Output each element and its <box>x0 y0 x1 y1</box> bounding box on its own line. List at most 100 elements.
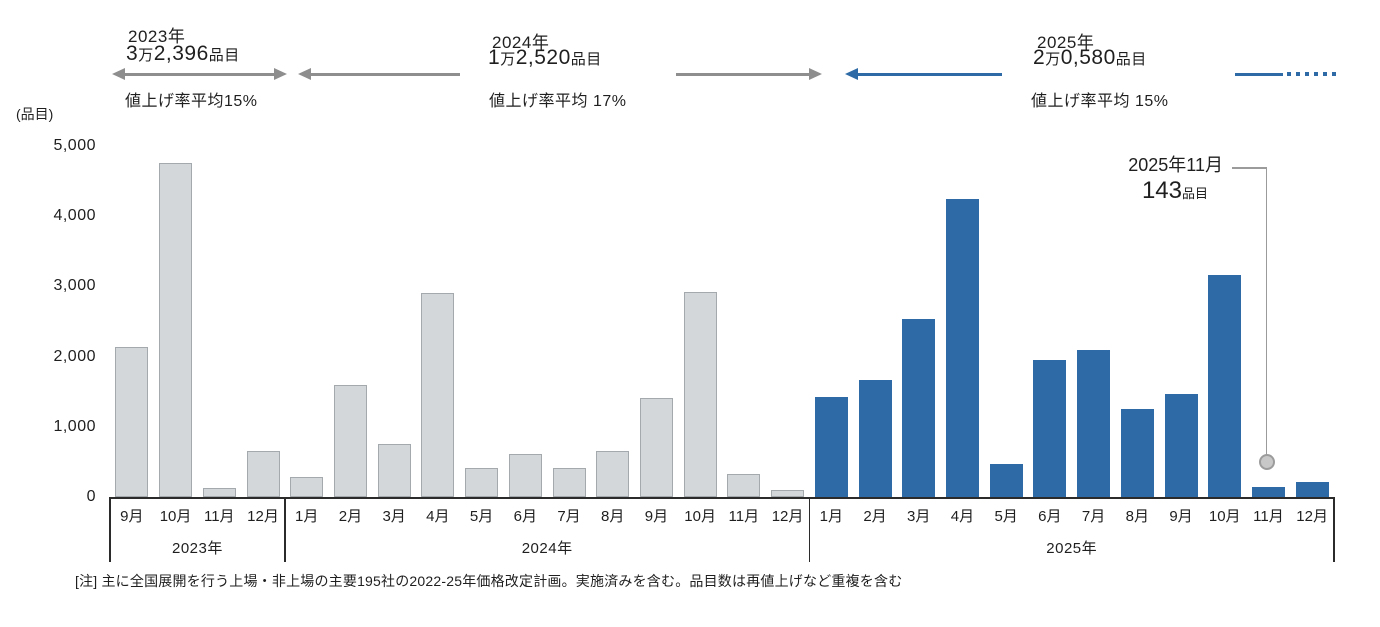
bar-2023年-11月 <box>202 487 236 497</box>
year-divider-line <box>1333 497 1335 562</box>
bar-2025年-12月 <box>1295 482 1329 497</box>
bar-2024年-4月 <box>421 293 455 497</box>
x-tick-month: 11月 <box>203 508 235 525</box>
x-tick-month: 10月 <box>1208 508 1241 525</box>
x-tick-month: 10月 <box>684 508 716 525</box>
x-tick-month: 9月 <box>120 508 144 525</box>
count-number: 3 <box>126 42 139 65</box>
arrow-2025-left-line <box>857 72 1002 76</box>
y-tick-label: 0 <box>86 488 96 505</box>
x-tick-month: 8月 <box>1125 508 1149 525</box>
annotation-2024-year: 2024年 <box>492 33 550 52</box>
x-axis-year-label: 2024年 <box>521 540 573 557</box>
bar-2024年-6月 <box>508 454 542 497</box>
callout-value: 143品目 <box>1142 177 1208 205</box>
x-tick-month: 8月 <box>601 508 625 525</box>
bar-2024年-5月 <box>465 468 499 497</box>
bar-2025年-11月 <box>1251 486 1285 497</box>
x-tick-month: 12月 <box>1296 508 1328 525</box>
arrow-2023-left-head-icon <box>112 68 125 80</box>
count-number: 2 <box>1033 46 1046 69</box>
bar-2025年-4月 <box>945 198 979 497</box>
bar-2025年-3月 <box>902 319 936 497</box>
callout-title: 2025年11月 <box>1128 155 1223 175</box>
callout-point-marker-icon <box>1259 454 1275 470</box>
arrow-2025-tail-solid-line <box>1235 72 1283 76</box>
callout-connector-vertical <box>1265 167 1268 455</box>
callout-connector-horizontal <box>1232 167 1266 169</box>
bar-2024年-9月 <box>639 398 673 497</box>
bar-2025年-1月 <box>814 397 848 497</box>
bar-2025年-10月 <box>1208 275 1242 497</box>
bar-2025年-2月 <box>858 380 892 497</box>
x-tick-month: 11月 <box>728 508 760 525</box>
bar-2024年-7月 <box>552 468 586 497</box>
bar-2025年-8月 <box>1120 408 1154 497</box>
callout-number: 143 <box>1141 177 1182 204</box>
x-tick-month: 9月 <box>644 508 669 525</box>
x-tick-month: 5月 <box>994 508 1018 525</box>
x-axis-line <box>110 497 1334 499</box>
bar-2024年-8月 <box>596 450 630 497</box>
y-tick-label: 3,000 <box>53 277 96 295</box>
annotation-2023-rate: 値上げ率平均15% <box>125 93 258 110</box>
x-tick-month: 6月 <box>513 508 537 525</box>
count-number: 0,580 <box>1060 46 1116 69</box>
arrow-2024-left-head-icon <box>298 68 311 80</box>
unit-suffix: 品目 <box>1115 51 1147 68</box>
x-tick-month: 2月 <box>338 508 363 525</box>
bar-2023年-9月 <box>115 347 149 497</box>
y-axis-unit-label: (品目) <box>16 106 54 122</box>
x-tick-month: 3月 <box>382 508 406 525</box>
x-tick-month: 1月 <box>295 508 319 525</box>
x-tick-month: 1月 <box>819 508 843 525</box>
y-tick-label: 2,000 <box>53 347 96 365</box>
unit-suffix: 品目 <box>208 47 240 64</box>
arrow-2025-left-head-icon <box>845 68 858 80</box>
count-number: 2,396 <box>153 42 209 65</box>
annotation-2023-year: 2023年 <box>128 27 186 46</box>
annotation-2024-rate: 値上げ率平均 17% <box>489 93 627 110</box>
x-tick-month: 3月 <box>907 508 931 525</box>
man-suffix: 万 <box>1045 51 1061 68</box>
annotation-2025-rate: 値上げ率平均 15% <box>1031 93 1169 110</box>
annotation-2025-count: 2万0,580品目 <box>1033 46 1147 70</box>
bar-2024年-12月 <box>771 489 805 497</box>
man-suffix: 万 <box>138 47 154 64</box>
year-divider-line <box>284 497 286 562</box>
x-tick-month: 7月 <box>1081 508 1106 525</box>
arrow-2023-line <box>124 72 275 76</box>
arrow-2024-right-line <box>676 72 810 76</box>
callout-unit: 品目 <box>1181 186 1208 201</box>
annotation-2024-count: 1万2,520品目 <box>488 46 602 70</box>
x-tick-month: 12月 <box>247 508 279 525</box>
bar-2024年-11月 <box>727 473 761 497</box>
x-tick-month: 4月 <box>950 508 975 525</box>
x-axis-year-label: 2025年 <box>1046 540 1098 557</box>
y-tick-label: 5,000 <box>53 137 96 154</box>
count-number: 1 <box>488 46 501 69</box>
footnote: [注] 主に全国展開を行う上場・非上場の主要195社の2022-25年価格改定計… <box>75 573 903 589</box>
arrow-2024-left-line <box>310 72 460 76</box>
bar-2024年-3月 <box>377 443 411 497</box>
year-divider-line <box>109 497 111 562</box>
y-tick-label: 4,000 <box>53 207 96 225</box>
x-tick-month: 6月 <box>1038 508 1062 525</box>
count-number: 2,520 <box>515 46 571 69</box>
man-suffix: 万 <box>500 51 516 68</box>
x-tick-month: 11月 <box>1253 508 1284 525</box>
x-axis-year-label: 2023年 <box>171 540 223 557</box>
arrow-2023-right-head-icon <box>274 68 287 80</box>
x-tick-month: 12月 <box>771 508 804 525</box>
bar-2024年-1月 <box>290 477 324 497</box>
y-tick-label: 1,000 <box>53 417 96 435</box>
bar-2025年-5月 <box>989 464 1023 497</box>
bar-2024年-2月 <box>333 384 367 497</box>
annotation-2025-year: 2025年 <box>1037 33 1095 52</box>
x-tick-month: 4月 <box>426 508 450 525</box>
x-tick-month: 5月 <box>469 508 494 525</box>
bar-2023年-12月 <box>246 450 280 497</box>
x-tick-month: 9月 <box>1169 508 1193 525</box>
x-tick-month: 10月 <box>159 508 192 525</box>
